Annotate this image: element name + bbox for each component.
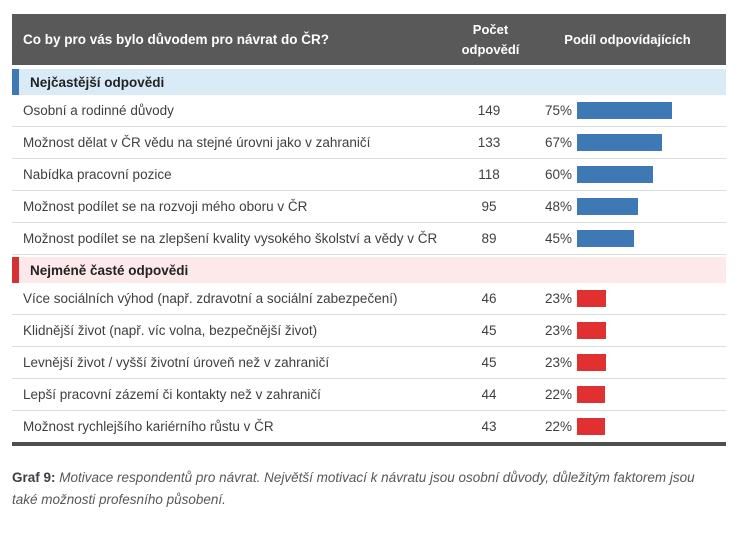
table-row: Více sociálních výhod (např. zdravotní a… bbox=[12, 283, 726, 315]
answer-count: 45 bbox=[481, 323, 497, 338]
answer-label: Možnost dělat v ČR vědu na stejné úrovni… bbox=[23, 135, 371, 150]
percent-bar bbox=[577, 290, 606, 307]
answer-count: 95 bbox=[481, 199, 497, 214]
table-row: Nabídka pracovní pozice 118 60% bbox=[12, 159, 726, 191]
answer-percent: 48% bbox=[544, 199, 572, 214]
question-column-header: Co by pro vás bylo důvodem pro návrat do… bbox=[23, 32, 330, 47]
percent-bar bbox=[577, 418, 605, 435]
answer-count: 43 bbox=[481, 419, 497, 434]
answer-label: Více sociálních výhod (např. zdravotní a… bbox=[23, 291, 398, 306]
answer-percent: 23% bbox=[544, 323, 572, 338]
section-title: Nejčastější odpovědi bbox=[19, 69, 726, 95]
answer-count: 133 bbox=[477, 135, 501, 150]
least-common-group: Nejméně časté odpovědi Více sociálních v… bbox=[12, 257, 726, 442]
answer-label: Lepší pracovní zázemí či kontakty než v … bbox=[23, 387, 321, 402]
answer-count: 149 bbox=[477, 103, 501, 118]
percent-bar bbox=[577, 230, 634, 247]
answer-label: Osobní a rodinné důvody bbox=[23, 103, 174, 118]
answer-label: Možnost podílet se na rozvoji mého oboru… bbox=[23, 199, 308, 214]
share-column-header: Podíl odpovídajících bbox=[529, 14, 726, 65]
answer-percent: 75% bbox=[544, 103, 572, 118]
figure-caption: Graf 9: Motivace respondentů pro návrat.… bbox=[12, 467, 714, 511]
answer-count: 45 bbox=[481, 355, 497, 370]
percent-bar bbox=[577, 354, 606, 371]
answer-count: 44 bbox=[481, 387, 497, 402]
answer-label: Možnost rychlejšího kariérního růstu v Č… bbox=[23, 419, 274, 434]
percent-bar bbox=[577, 386, 605, 403]
table-row: Osobní a rodinné důvody 149 75% bbox=[12, 95, 726, 127]
answer-count: 118 bbox=[478, 167, 500, 182]
table-row: Lepší pracovní zázemí či kontakty než v … bbox=[12, 379, 726, 411]
caption-text: Motivace respondentů pro návrat. Největš… bbox=[12, 470, 695, 507]
answer-percent: 23% bbox=[544, 355, 572, 370]
percent-bar bbox=[577, 166, 653, 183]
count-column-header: Počet odpovědí bbox=[455, 14, 526, 65]
section-header-most-common: Nejčastější odpovědi bbox=[12, 69, 726, 95]
answer-label: Možnost podílet se na zlepšení kvality v… bbox=[23, 231, 438, 246]
percent-bar bbox=[577, 322, 606, 339]
answer-percent: 45% bbox=[544, 231, 572, 246]
answer-percent: 67% bbox=[544, 135, 572, 150]
most-common-group: Nejčastější odpovědi Osobní a rodinné dů… bbox=[12, 69, 726, 255]
survey-table: Co by pro vás bylo důvodem pro návrat do… bbox=[12, 14, 726, 446]
percent-bar bbox=[577, 134, 662, 151]
table-row: Levnější život / vyšší životní úroveň ne… bbox=[12, 347, 726, 379]
percent-bar bbox=[577, 198, 638, 215]
section-header-least-common: Nejméně časté odpovědi bbox=[12, 257, 726, 283]
caption-prefix: Graf 9: bbox=[12, 470, 56, 485]
figure-container: Co by pro vás bylo důvodem pro návrat do… bbox=[12, 14, 726, 446]
percent-bar bbox=[577, 102, 672, 119]
table-row: Možnost podílet se na zlepšení kvality v… bbox=[12, 223, 726, 255]
answer-count: 46 bbox=[481, 291, 497, 306]
answer-percent: 22% bbox=[544, 419, 572, 434]
answer-label: Klidnější život (např. víc volna, bezpeč… bbox=[23, 323, 318, 338]
answer-label: Nabídka pracovní pozice bbox=[23, 167, 172, 182]
table-row: Možnost dělat v ČR vědu na stejné úrovni… bbox=[12, 127, 726, 159]
answer-label: Levnější život / vyšší životní úroveň ne… bbox=[23, 355, 330, 370]
table-row: Možnost rychlejšího kariérního růstu v Č… bbox=[12, 411, 726, 442]
table-header-row: Co by pro vás bylo důvodem pro návrat do… bbox=[12, 14, 726, 65]
answer-percent: 60% bbox=[544, 167, 572, 182]
answer-percent: 22% bbox=[544, 387, 572, 402]
blue-accent-bar bbox=[12, 69, 19, 95]
table-row: Klidnější život (např. víc volna, bezpeč… bbox=[12, 315, 726, 347]
answer-percent: 23% bbox=[544, 291, 572, 306]
section-title: Nejméně časté odpovědi bbox=[19, 257, 726, 283]
answer-count: 89 bbox=[481, 231, 497, 246]
table-row: Možnost podílet se na rozvoji mého oboru… bbox=[12, 191, 726, 223]
red-accent-bar bbox=[12, 257, 19, 283]
